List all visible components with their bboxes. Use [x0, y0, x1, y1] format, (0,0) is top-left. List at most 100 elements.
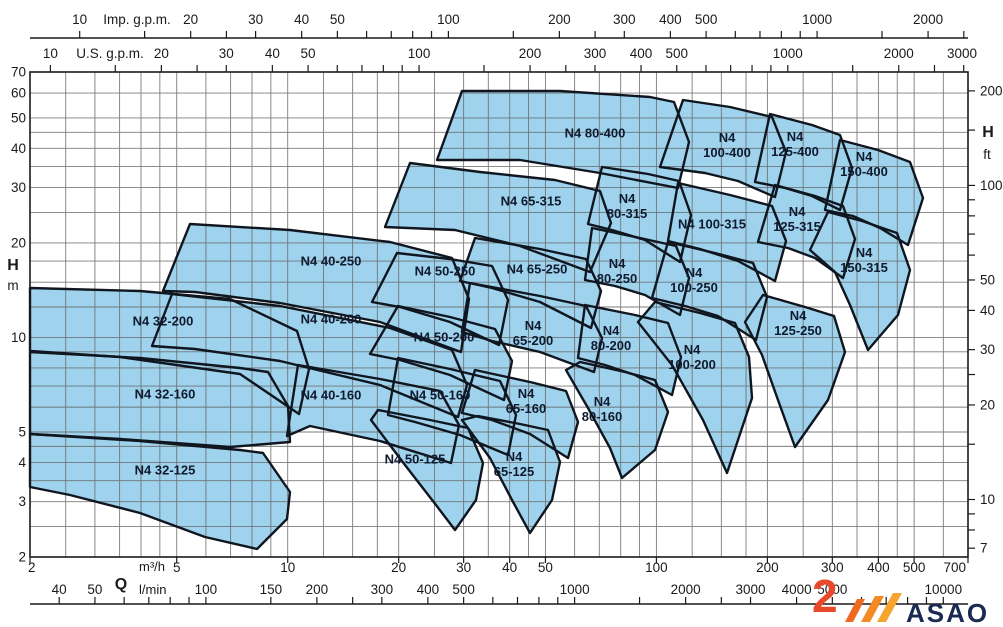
- m3h-label: 20: [391, 560, 406, 575]
- pump-region-label-n4-150-400-2: 150-400: [840, 164, 888, 179]
- head-m-label: 3: [18, 494, 26, 509]
- pump-region-label-n4-50-200: N4 50-200: [414, 330, 475, 345]
- head-m-label: 4: [18, 455, 26, 470]
- pump-region-outline-n4-125-400: [753, 112, 854, 212]
- head-ft-label: 100: [980, 178, 1003, 193]
- lmin-label: 500: [452, 582, 475, 597]
- m3h-label: 400: [867, 560, 890, 575]
- pump-region-label-n4-65-125-1: N4: [506, 449, 523, 464]
- head-ft-label: 7: [980, 541, 988, 556]
- us-gpm-label: 40: [265, 46, 280, 61]
- imp-gpm-label: 20: [183, 12, 198, 27]
- imp-gpm-label: 10: [72, 12, 87, 27]
- head-m-unit: m: [7, 278, 18, 293]
- imp-gpm-label: 500: [695, 12, 718, 27]
- pump-region-label-n4-150-315-2: 150-315: [840, 260, 888, 275]
- pump-region-outline-n4-50-125: [369, 408, 485, 532]
- pump-region-outline-n4-80-160: [564, 360, 670, 480]
- pump-regions-outline: [28, 89, 925, 551]
- pump-region-label-n4-65-200-2: 65-200: [513, 333, 553, 348]
- pump-region-label-n4-32-200: N4 32-200: [133, 314, 194, 329]
- pump-region-label-n4-150-315-1: N4: [856, 245, 873, 260]
- pump-region-label-n4-32-125: N4 32-125: [135, 463, 196, 478]
- head-m-title: H: [7, 257, 19, 274]
- head-m-label: 10: [11, 330, 26, 345]
- us-gpm-label: 20: [154, 46, 169, 61]
- pump-region-label-n4-65-125-2: 65-125: [494, 464, 534, 479]
- asao-logo-mark: 2: [812, 570, 838, 622]
- m3h-label: 300: [821, 560, 844, 575]
- asao-logo: 2 ASAO: [812, 570, 989, 627]
- pump-region-label-n4-100-250-2: 100-250: [670, 280, 718, 295]
- imp-gpm-label: 300: [613, 12, 636, 27]
- head-ft-label: 50: [980, 272, 995, 287]
- lmin-label: 40: [52, 582, 67, 597]
- pump-region-outline-n4-80-315: [586, 165, 693, 264]
- lmin-label: 5000: [817, 582, 847, 597]
- asao-logo-text: ASAO: [906, 598, 989, 627]
- pump-region-label-n4-100-250-1: N4: [686, 265, 703, 280]
- pump-region-label-n4-100-200-2: 100-200: [668, 357, 716, 372]
- imp-gpm-label: 100: [437, 12, 460, 27]
- pump-region-outline-n4-50-250: [370, 251, 510, 347]
- pump-region-label-n4-65-250: N4 65-250: [507, 262, 568, 277]
- us-gpm-label: 400: [630, 46, 653, 61]
- pump-region-label-n4-100-400-2: 100-400: [703, 145, 751, 160]
- pump-region-label-n4-80-200-2: 80-200: [591, 338, 631, 353]
- pump-region-label-n4-80-160-2: 80-160: [582, 409, 622, 424]
- lmin-label: 50: [87, 582, 102, 597]
- head-m-label: 40: [11, 141, 26, 156]
- pump-region-label-n4-65-160-2: 65-160: [506, 401, 546, 416]
- m3h-label: 100: [645, 560, 668, 575]
- plot-border: [29, 71, 969, 558]
- pump-region-label-n4-100-400-1: N4: [719, 130, 736, 145]
- pump-region-label-n4-65-160-1: N4: [518, 386, 535, 401]
- us-gpm-label: 30: [219, 46, 234, 61]
- pump-region-outline-n4-40-200: [150, 292, 469, 419]
- pump-region-outline-n4-150-315: [808, 210, 912, 352]
- us-gpm-title: U.S. g.p.m.: [76, 46, 144, 61]
- lmin-label: 400: [417, 582, 440, 597]
- axes: 10 20 30 40 50 100 200 300 400 500 1000 2000 Imp. g.…: [7, 12, 1003, 605]
- pump-region-label-n4-80-250-1: N4: [609, 256, 626, 271]
- lmin-label: 10000: [925, 582, 963, 597]
- pump-region-label-n4-125-250-1: N4: [790, 308, 807, 323]
- pump-region-outline-n4-65-125: [460, 414, 562, 535]
- lmin-label: 200: [306, 582, 329, 597]
- pump-region-n4-65-315: [385, 163, 611, 272]
- pump-region-outline-n4-65-315: [383, 161, 613, 274]
- pump-region-n4-150-315: [810, 212, 910, 350]
- lmin-label: 150: [260, 582, 283, 597]
- m3h-label: 200: [756, 560, 779, 575]
- pump-region-label-n4-50-250: N4 50-250: [415, 264, 476, 279]
- pump-region-label-n4-65-315: N4 65-315: [501, 194, 562, 209]
- m3h-unit: m³/h: [139, 559, 165, 574]
- pump-region-outline-n4-125-315: [756, 183, 857, 280]
- pump-region-label-n4-100-315: N4 100-315: [678, 217, 746, 232]
- pump-region-outline-n4-100-200: [636, 300, 754, 475]
- head-m-label: 50: [11, 110, 26, 125]
- head-ft-label: 40: [980, 303, 995, 318]
- pump-region-outline-n4-40-250: [161, 222, 471, 354]
- head-m-label: 5: [18, 425, 26, 440]
- m3h-label: 10: [280, 560, 295, 575]
- us-gpm-label: 100: [408, 46, 431, 61]
- lmin-unit: l/min: [139, 582, 166, 597]
- pump-region-label-n4-125-315-1: N4: [789, 204, 806, 219]
- head-ft-label: 20: [980, 397, 995, 412]
- lmin-label: 1000: [560, 582, 590, 597]
- pump-region-outline-n4-50-160: [386, 356, 518, 457]
- m3h-label: 5: [173, 560, 181, 575]
- pump-region-label-n4-80-160-1: N4: [594, 394, 611, 409]
- pump-region-label-n4-50-160: N4 50-160: [410, 388, 471, 403]
- head-m-label: 30: [11, 180, 26, 195]
- pump-region-label-n4-125-250-2: 125-250: [774, 323, 822, 338]
- imp-gpm-label: 200: [548, 12, 571, 27]
- head-m-label: 20: [11, 235, 26, 250]
- pump-region-label-n4-80-200-1: N4: [603, 323, 620, 338]
- pump-region-label-n4-80-250-2: 80-250: [597, 271, 637, 286]
- m3h-label: 50: [538, 560, 553, 575]
- pump-region-outline-n4-125-250: [743, 293, 847, 449]
- us-gpm-label: 2000: [884, 46, 914, 61]
